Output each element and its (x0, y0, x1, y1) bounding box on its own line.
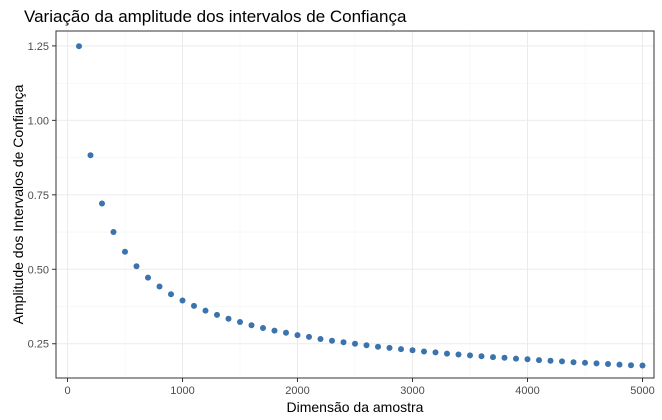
data-points (76, 43, 646, 369)
data-point (386, 344, 393, 351)
y-tick-label: 0.50 (28, 264, 49, 276)
y-tick-label: 1.00 (28, 115, 49, 127)
x-tick-label: 3000 (400, 385, 424, 397)
data-point (202, 307, 209, 314)
data-point (501, 354, 508, 361)
data-point (294, 332, 301, 339)
x-axis-title: Dimensão da amostra (287, 399, 424, 415)
data-point (582, 359, 588, 366)
data-point (110, 229, 117, 236)
data-point (99, 200, 105, 207)
data-point (375, 343, 381, 350)
data-point (191, 302, 197, 309)
data-point (133, 263, 140, 270)
data-point (179, 297, 186, 304)
x-tick-label: 2000 (285, 385, 309, 397)
data-point (398, 346, 404, 353)
data-point (616, 361, 623, 368)
axes: 0 1000 2000 3000 4000 5000 0.25 0.50 0.75 1.00 1.2… (28, 41, 655, 397)
data-point (168, 291, 174, 298)
data-point (260, 324, 266, 331)
data-point (547, 357, 554, 364)
data-point (283, 329, 289, 336)
data-point (570, 359, 577, 366)
data-point (628, 362, 634, 369)
data-point (409, 347, 416, 354)
plot-panel-border (55, 30, 655, 379)
data-point (421, 348, 427, 355)
data-point (605, 361, 611, 368)
data-point (306, 333, 312, 340)
data-point (329, 337, 335, 344)
data-point (536, 357, 542, 364)
data-point (363, 342, 370, 349)
data-point (145, 274, 151, 281)
chart-title: Variação da amplitude dos intervalos de … (24, 7, 407, 26)
data-point (317, 335, 324, 342)
data-point (248, 322, 255, 329)
data-point (444, 350, 450, 357)
x-tick-label: 4000 (515, 385, 539, 397)
data-point (513, 355, 519, 362)
y-tick-label: 0.25 (28, 339, 49, 351)
grid-lines (56, 31, 654, 378)
data-point (122, 248, 128, 255)
data-point (76, 43, 82, 50)
data-point (478, 353, 485, 360)
y-tick-label: 0.75 (28, 190, 49, 202)
x-tick-label: 5000 (630, 385, 654, 397)
data-point (432, 349, 439, 356)
data-point (340, 339, 347, 346)
x-tick-label: 0 (64, 385, 70, 397)
data-point (455, 351, 462, 358)
data-point (87, 152, 94, 159)
data-point (271, 327, 278, 334)
data-point (156, 283, 163, 290)
data-point (490, 354, 496, 361)
data-point (524, 356, 531, 363)
data-point (593, 360, 600, 367)
data-point (237, 319, 243, 326)
x-tick-label: 1000 (170, 385, 194, 397)
y-axis-title: Amplitude dos Intervalos de Confiança (10, 84, 26, 324)
data-point (639, 362, 646, 369)
data-point (214, 311, 220, 318)
data-point (225, 315, 232, 322)
data-point (467, 352, 473, 359)
y-tick-label: 1.25 (28, 41, 49, 53)
data-point (352, 340, 358, 347)
data-point (559, 358, 565, 365)
